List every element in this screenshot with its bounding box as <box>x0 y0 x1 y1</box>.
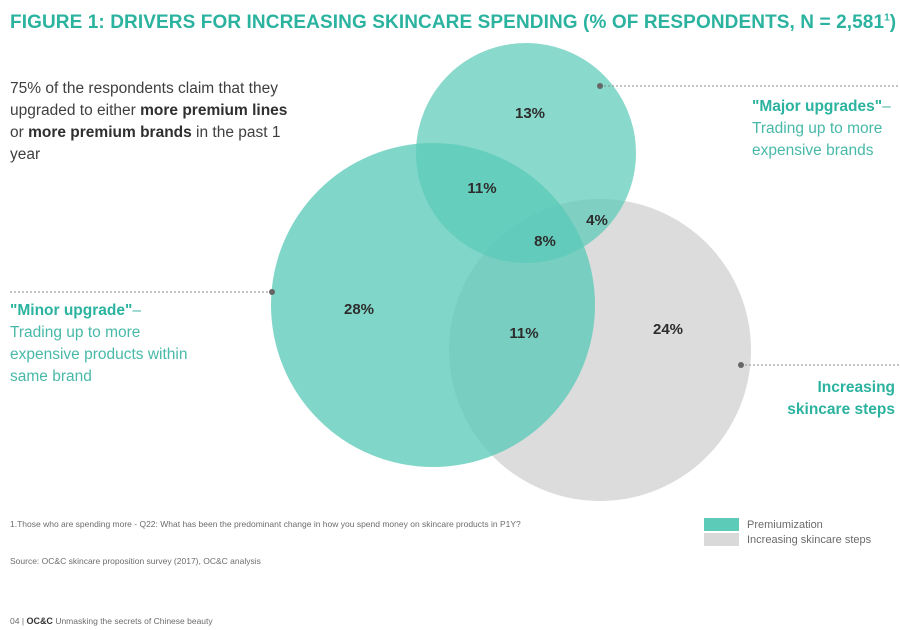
callout-minor-heading: "Minor upgrade" <box>10 302 132 319</box>
page-footer: 04 | OC&C Unmasking the secrets of Chine… <box>10 616 213 626</box>
brand-logo: OC&C <box>26 616 53 626</box>
label-all-three: 8% <box>534 233 556 250</box>
legend-swatch-teal <box>704 518 739 531</box>
callout-minor-body: Trading up to more expensive products wi… <box>10 324 188 385</box>
callout-major-body: Trading up to more expensive brands <box>752 120 882 159</box>
circle-major-upgrades <box>416 43 636 263</box>
label-major-steps: 4% <box>586 212 608 229</box>
legend: Premiumization Increasing skincare steps <box>704 517 871 547</box>
source-note: Source: OC&C skincare proposition survey… <box>10 556 261 567</box>
callout-major-heading: "Major upgrades" <box>752 98 882 115</box>
leader-steps-dot <box>738 362 744 368</box>
leader-major-dot <box>597 83 603 89</box>
leader-minor-dot <box>269 289 275 295</box>
legend-item-skincare-steps: Increasing skincare steps <box>704 532 871 547</box>
callout-minor-upgrade: "Minor upgrade"– Trading up to more expe… <box>10 300 190 388</box>
label-steps-only: 24% <box>653 321 683 338</box>
label-major-minor: 11% <box>467 180 496 197</box>
label-minor-only: 28% <box>344 301 374 318</box>
footnote: 1.Those who are spending more - Q22: Wha… <box>10 519 630 530</box>
page-number: 04 <box>10 616 19 626</box>
label-minor-steps: 11% <box>509 325 538 342</box>
document-title: Unmasking the secrets of Chinese beauty <box>55 616 212 626</box>
legend-item-premiumization: Premiumization <box>704 517 871 532</box>
callout-major-upgrades: "Major upgrades"– Trading up to more exp… <box>752 96 892 162</box>
callout-skincare-steps: Increasing skincare steps <box>770 377 895 421</box>
legend-swatch-grey <box>704 533 739 546</box>
label-major-only: 13% <box>515 105 545 122</box>
